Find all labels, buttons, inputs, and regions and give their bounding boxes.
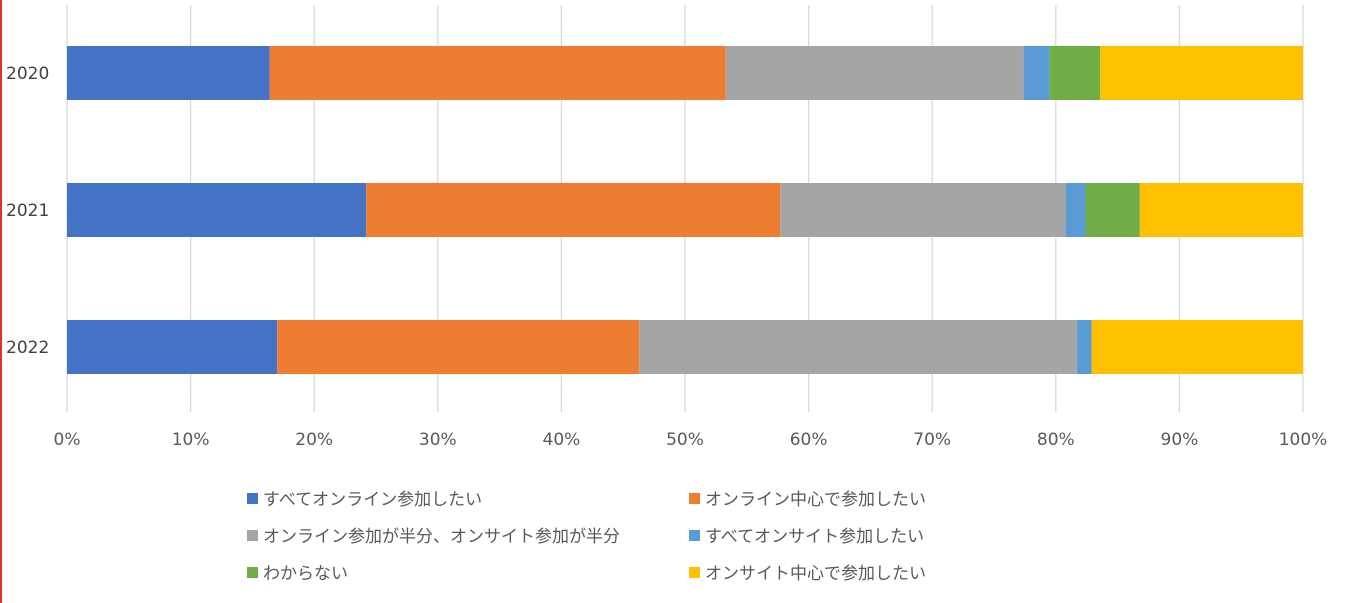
bar-segment xyxy=(1065,183,1086,237)
bar-segment xyxy=(277,320,640,374)
category-labels: 2020 2021 2022 xyxy=(6,64,49,358)
bar-segment xyxy=(1049,46,1101,100)
bar-segment xyxy=(67,183,367,237)
legend-label: すべてオンサイト参加したい xyxy=(705,527,924,547)
legend-label: わからない xyxy=(263,564,348,584)
x-tick-label: 30% xyxy=(419,430,457,450)
legend-label: すべてオンライン参加したい xyxy=(263,490,482,510)
legend-swatch xyxy=(247,567,258,578)
category-label: 2020 xyxy=(6,64,49,84)
bar-segment xyxy=(1100,46,1303,100)
x-tick-label: 80% xyxy=(1037,430,1075,450)
legend: すべてオンライン参加したい オンライン中心で参加したいオンライン参加が半分、オンサ… xyxy=(247,490,926,584)
legend-label: オンライン中心で参加したい xyxy=(705,490,926,510)
x-tick-labels: 0% 10% 20% 30% 40% 50% 60% 70% 80% 90% 100% xyxy=(54,430,1328,450)
legend-swatch xyxy=(689,530,700,541)
x-tick-label: 10% xyxy=(172,430,210,450)
legend-swatch xyxy=(247,493,258,504)
x-tick-label: 70% xyxy=(913,430,951,450)
bar-segment xyxy=(639,320,1077,374)
bar-segment xyxy=(780,183,1066,237)
bar-segment xyxy=(725,46,1024,100)
legend-swatch xyxy=(689,567,700,578)
legend-label: オンサイト中心で参加したい xyxy=(705,564,926,584)
x-tick-label: 0% xyxy=(54,430,81,450)
bars xyxy=(67,46,1303,374)
x-tick-label: 60% xyxy=(790,430,828,450)
legend-swatch xyxy=(247,530,258,541)
bar-segment xyxy=(1023,46,1050,100)
legend-label: オンライン参加が半分、オンサイト参加が半分 xyxy=(263,527,620,547)
category-label: 2021 xyxy=(6,201,49,221)
x-tick-label: 100% xyxy=(1279,430,1328,450)
bar-segment xyxy=(67,320,278,374)
bar-segment xyxy=(366,183,781,237)
bar-segment xyxy=(1139,183,1303,237)
x-tick-label: 50% xyxy=(666,430,704,450)
x-tick-label: 40% xyxy=(543,430,581,450)
bar-segment xyxy=(1076,320,1092,374)
bar-segment xyxy=(1091,320,1303,374)
category-label: 2022 xyxy=(6,338,49,358)
x-tick-label: 90% xyxy=(1161,430,1199,450)
x-tick-label: 20% xyxy=(295,430,333,450)
bar-segment xyxy=(269,46,726,100)
legend-swatch xyxy=(689,493,700,504)
bar-segment xyxy=(67,46,270,100)
bar-segment xyxy=(1085,183,1140,237)
